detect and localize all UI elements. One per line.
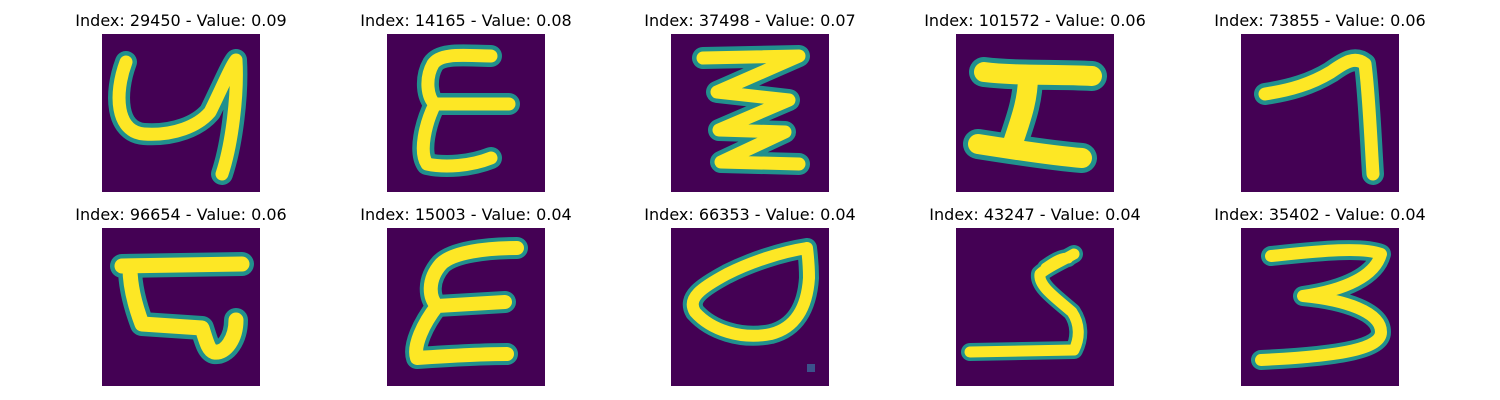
- seven-stroke: [1254, 49, 1384, 185]
- digit-image: [387, 228, 545, 386]
- digit-image: [671, 228, 829, 386]
- digit-image: [1241, 228, 1399, 386]
- panel-title: Index: 29450 - Value: 0.09: [75, 11, 287, 30]
- digit-image: [102, 228, 260, 386]
- panel-title: Index: 43247 - Value: 0.04: [929, 205, 1141, 224]
- curled-4-stroke: [108, 49, 248, 185]
- epsilon-stroke: [405, 237, 528, 369]
- digit-image: [1241, 34, 1399, 192]
- s-hook-stroke: [961, 245, 1088, 361]
- panel-title: Index: 101572 - Value: 0.06: [924, 11, 1146, 30]
- digit-image: [956, 34, 1114, 192]
- digit-image: [387, 34, 545, 192]
- panel-title: Index: 37498 - Value: 0.07: [644, 11, 856, 30]
- digit-image: [102, 34, 260, 192]
- panel-title: Index: 35402 - Value: 0.04: [1214, 205, 1426, 224]
- panel-title: Index: 15003 - Value: 0.04: [360, 205, 572, 224]
- epsilon-stroke: [412, 44, 520, 177]
- panel-title: Index: 66353 - Value: 0.04: [644, 205, 856, 224]
- three-stroke: [1251, 240, 1391, 370]
- boxy-b-stroke: [110, 252, 254, 365]
- i-beam-stroke: [963, 57, 1107, 173]
- digit-image: [671, 34, 829, 192]
- digit-image: [956, 228, 1114, 386]
- panel-title: Index: 73855 - Value: 0.06: [1214, 11, 1426, 30]
- panel-title: Index: 14165 - Value: 0.08: [360, 11, 572, 30]
- panel-title: Index: 96654 - Value: 0.06: [75, 205, 287, 224]
- zigzag-stroke: [692, 45, 810, 175]
- d-loop-stroke: [682, 238, 819, 372]
